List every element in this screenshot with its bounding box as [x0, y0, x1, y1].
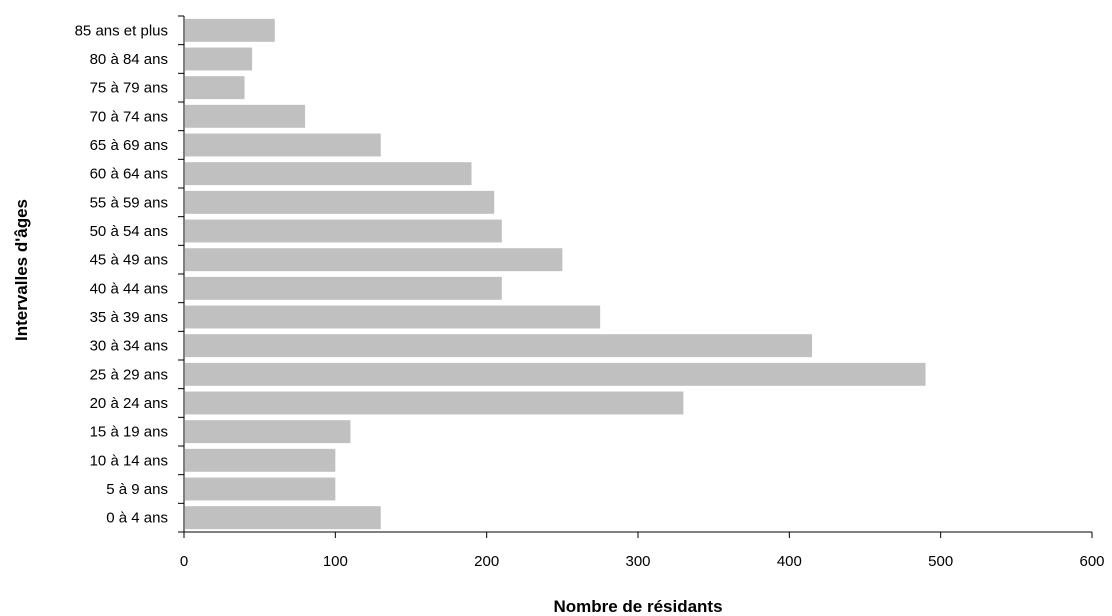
y-axis-category-label: 45 à 49 ans — [90, 252, 168, 269]
x-axis-tick-label: 600 — [1079, 553, 1104, 570]
y-axis-title: Intervalles d'âges — [12, 199, 31, 341]
bar — [185, 420, 351, 444]
bar — [185, 47, 253, 71]
x-axis-tick-label: 400 — [777, 553, 802, 570]
x-axis-title: Nombre de résidants — [553, 597, 722, 616]
bar — [185, 448, 336, 472]
bar — [185, 334, 813, 358]
y-axis-category-label: 10 à 14 ans — [90, 452, 168, 469]
bars-layer — [185, 18, 926, 530]
bar — [185, 391, 684, 415]
x-axis-tick-label: 200 — [474, 553, 499, 570]
y-axis-category-label: 80 à 84 ans — [90, 51, 168, 68]
y-axis-category-label: 60 à 64 ans — [90, 166, 168, 183]
x-axis-tick-label: 300 — [625, 553, 650, 570]
bar — [185, 18, 275, 42]
y-axis-category-labels: 0 à 4 ans 5 à 9 ans 10 à 14 ans 15 à 19 ans… — [75, 22, 168, 526]
bar — [185, 162, 472, 186]
y-axis-category-label: 20 à 24 ans — [90, 395, 168, 412]
bar — [185, 76, 245, 100]
y-axis-category-label: 70 à 74 ans — [90, 108, 168, 125]
x-axis-tick-label: 100 — [323, 553, 348, 570]
y-axis-category-label: 25 à 29 ans — [90, 366, 168, 383]
bar — [185, 219, 502, 243]
y-axis-category-label: 30 à 34 ans — [90, 338, 168, 355]
bar — [185, 248, 563, 272]
x-axis-tick-labels: 0 100 200 300 400 500 600 — [180, 553, 1105, 570]
bar — [185, 362, 926, 386]
y-axis-category-label: 50 à 54 ans — [90, 223, 168, 240]
y-axis-category-label: 15 à 19 ans — [90, 424, 168, 441]
x-axis-ticks — [183, 532, 1093, 538]
y-axis-category-label: 35 à 39 ans — [90, 309, 168, 326]
bar — [185, 104, 306, 128]
bar — [185, 477, 336, 501]
x-axis-tick-label: 500 — [928, 553, 953, 570]
y-axis-category-label: 40 à 44 ans — [90, 280, 168, 297]
y-axis-category-label: 5 à 9 ans — [106, 481, 168, 498]
y-axis-category-label: 85 ans et plus — [75, 22, 168, 39]
bar — [185, 133, 381, 157]
y-axis-category-label: 65 à 69 ans — [90, 137, 168, 154]
bar — [185, 506, 381, 530]
bar — [185, 276, 502, 300]
x-axis-tick-label: 0 — [180, 553, 188, 570]
y-axis-ticks — [178, 15, 184, 533]
bar — [185, 190, 495, 214]
bar — [185, 305, 601, 329]
y-axis-category-label: 0 à 4 ans — [106, 510, 168, 527]
y-axis-category-label: 75 à 79 ans — [90, 80, 168, 97]
y-axis-category-label: 55 à 59 ans — [90, 194, 168, 211]
